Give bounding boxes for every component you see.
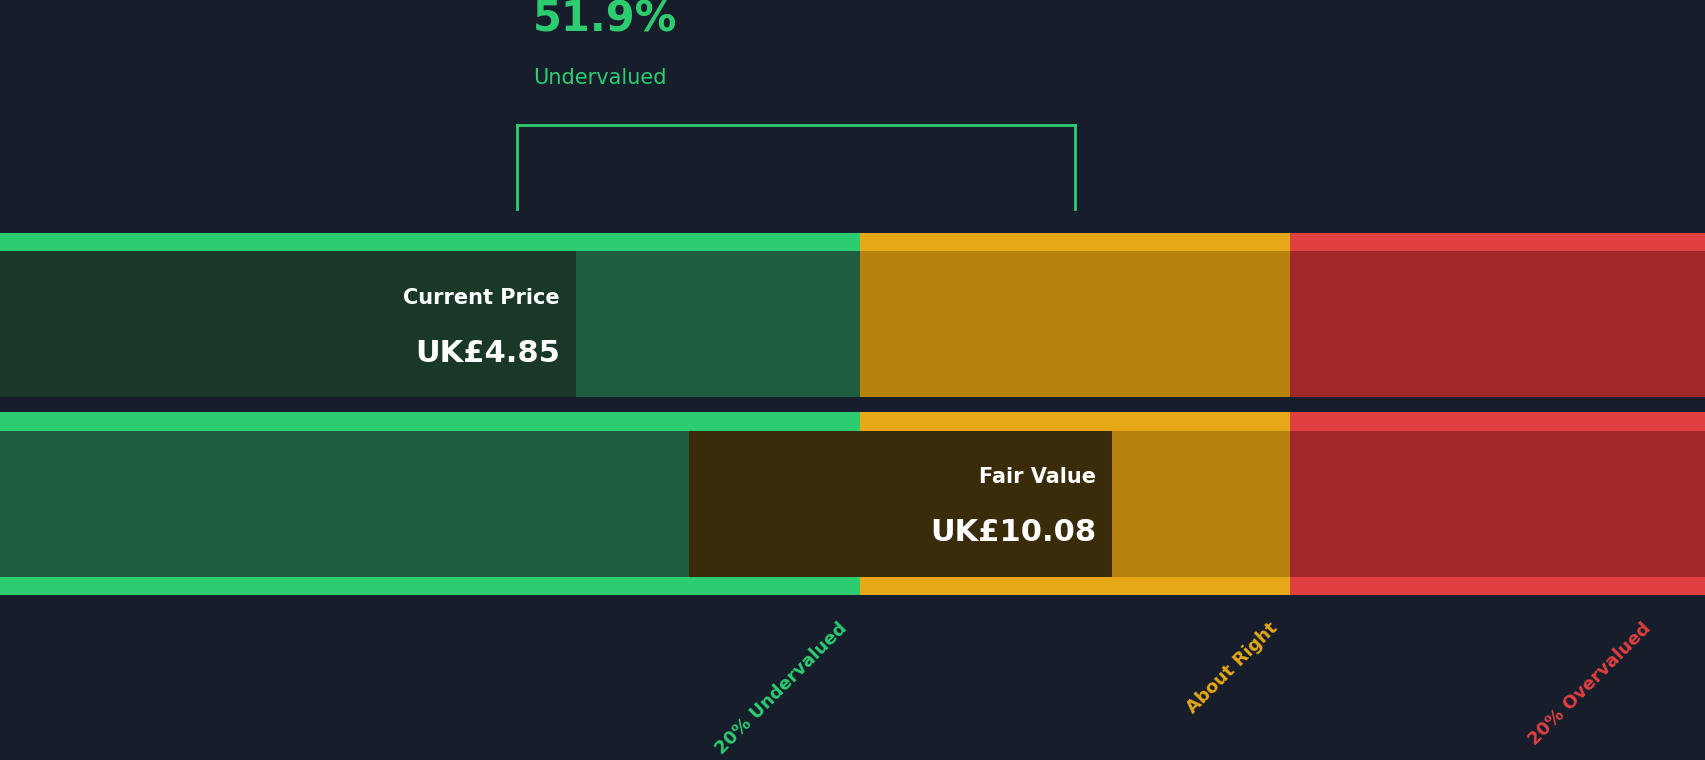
Text: 20% Undervalued: 20% Undervalued [713, 619, 851, 758]
Text: 20% Overvalued: 20% Overvalued [1524, 619, 1654, 749]
Text: Undervalued: Undervalued [532, 68, 667, 88]
Bar [0, 252, 575, 397]
Text: Current Price: Current Price [402, 288, 559, 308]
Bar [0, 413, 859, 430]
Text: 51.9%: 51.9% [532, 0, 677, 40]
Bar [0, 233, 859, 252]
Bar [0, 252, 859, 397]
Bar [859, 233, 1289, 252]
Text: Fair Value: Fair Value [979, 467, 1095, 487]
Bar [1289, 577, 1705, 595]
Bar [0, 577, 859, 595]
Bar [859, 413, 1289, 430]
Bar [689, 430, 1112, 577]
Bar [0, 430, 859, 577]
Bar [859, 252, 1289, 397]
Bar [1289, 233, 1705, 252]
Text: About Right: About Right [1183, 619, 1280, 717]
Bar [859, 577, 1289, 595]
Bar [1289, 430, 1705, 577]
Text: UK£10.08: UK£10.08 [929, 518, 1095, 547]
Text: UK£4.85: UK£4.85 [414, 339, 559, 368]
Bar [1289, 413, 1705, 430]
Bar [1289, 252, 1705, 397]
Bar [859, 430, 1289, 577]
